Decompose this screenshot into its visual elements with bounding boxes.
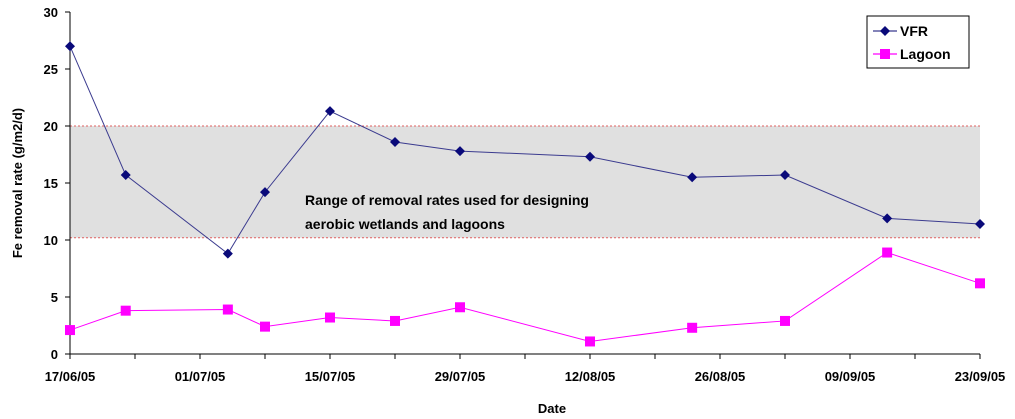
data-point — [780, 315, 790, 326]
series-line — [69, 46, 981, 255]
x-tick-label: 09/09/05 — [825, 369, 876, 384]
axes — [65, 11, 981, 359]
x-tick-label: 12/08/05 — [565, 369, 616, 384]
y-tick-label: 15 — [44, 176, 58, 191]
legend-item-lagoon: Lagoon — [873, 46, 951, 62]
y-tick-label: 30 — [44, 5, 58, 20]
series-vfr — [65, 41, 985, 259]
data-point — [687, 172, 698, 183]
data-point — [585, 336, 595, 347]
x-tick-label: 23/09/05 — [955, 369, 1006, 384]
band-fill — [70, 126, 980, 238]
x-axis-title: Date — [538, 401, 566, 416]
y-tick-label: 5 — [51, 290, 58, 305]
data-point — [455, 146, 465, 157]
data-point — [585, 151, 595, 162]
x-tick-label: 15/07/05 — [305, 369, 356, 384]
y-tick-label: 0 — [51, 347, 58, 362]
data-point — [975, 278, 985, 289]
data-point — [260, 321, 270, 332]
x-tick-label: 17/06/05 — [45, 369, 96, 384]
data-point — [120, 305, 131, 316]
data-point — [222, 304, 233, 315]
data-point — [325, 106, 335, 117]
data-point — [260, 187, 270, 198]
data-point — [882, 213, 893, 224]
x-tick-label: 01/07/05 — [175, 369, 226, 384]
y-tick-label: 10 — [44, 233, 58, 248]
data-point — [390, 136, 400, 147]
data-point — [65, 41, 75, 52]
data-point — [780, 170, 790, 181]
series-layer — [65, 41, 985, 347]
data-point — [455, 302, 465, 313]
x-tick-label: 26/08/05 — [695, 369, 746, 384]
legend-label: Lagoon — [900, 46, 951, 62]
design-range-band — [70, 125, 980, 239]
data-point — [65, 325, 75, 336]
y-axis-title: Fe removal rate (g/m2/d) — [10, 108, 25, 258]
labels: Range of removal rates used for designin… — [10, 5, 1005, 416]
data-point — [390, 315, 400, 326]
y-tick-label: 25 — [44, 62, 58, 77]
legend-box — [866, 15, 970, 69]
data-point — [120, 170, 131, 181]
data-point — [975, 219, 985, 230]
y-tick-label: 20 — [44, 119, 58, 134]
legend-item-vfr: VFR — [873, 23, 928, 39]
legend-label: VFR — [900, 23, 928, 39]
legend: VFR Lagoon — [866, 15, 970, 69]
data-point — [882, 247, 893, 258]
legend-marker — [880, 26, 890, 36]
data-point — [325, 312, 335, 323]
legend-marker — [880, 49, 890, 59]
series-lagoon — [65, 247, 985, 347]
band-label: aerobic wetlands and lagoons — [305, 216, 505, 232]
x-tick-label: 29/07/05 — [435, 369, 486, 384]
series-line — [69, 251, 981, 342]
data-point — [222, 248, 233, 259]
band-label: Range of removal rates used for designin… — [305, 192, 589, 208]
data-point — [687, 322, 698, 333]
